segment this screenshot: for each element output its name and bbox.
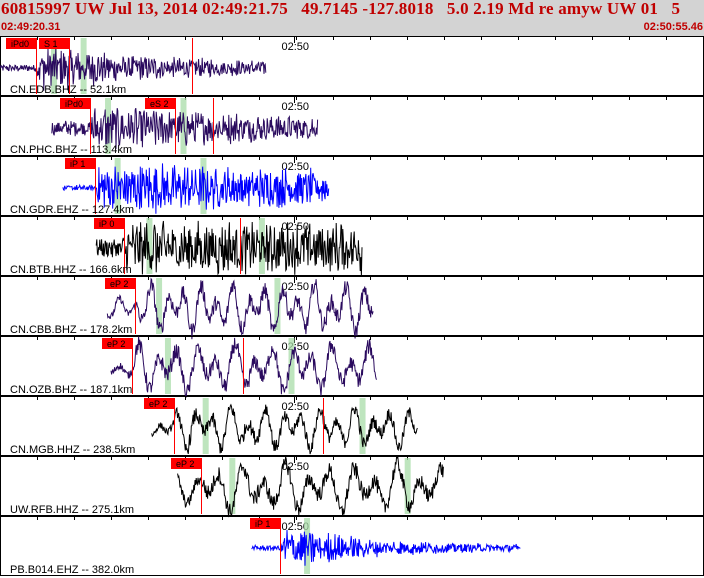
pick-flag[interactable]: [6, 38, 36, 49]
trace-panel: 02:50 iPd0 S 1 CN.EDB.BHZ -- 52.1km: [0, 36, 704, 96]
arrival-band: [146, 218, 153, 274]
trace-panel: 02:50 iP 1 CN.GDR.EHZ -- 127.4km: [0, 156, 704, 216]
waveform-trace: [51, 107, 319, 150]
pick-label: iPd0: [65, 99, 83, 109]
pick-flag[interactable]: [94, 218, 124, 229]
arrival-band: [80, 38, 87, 94]
waveform-trace: [106, 277, 374, 340]
arrival-band: [404, 458, 411, 514]
minute-label: 02:50: [282, 401, 310, 413]
waveform-trace: [251, 529, 521, 566]
pick-label: S 1: [44, 39, 58, 49]
pick-flag[interactable]: [39, 38, 69, 49]
station-label: CN.OZB.BHZ -- 187.1km: [10, 384, 132, 396]
arrival-band: [164, 338, 171, 394]
station-label: PB.B014.EHZ -- 382.0km: [10, 564, 134, 576]
station-label: CN.PHC.BHZ -- 113.4km: [10, 144, 132, 156]
trace-panel: 02:50 eP 2 CN.MGB.HHZ -- 238.5km: [0, 396, 704, 456]
pick-flag[interactable]: [171, 458, 201, 469]
station-label: UW.RFB.HHZ -- 275.1km: [10, 504, 134, 516]
arrival-band: [359, 398, 366, 454]
trace-panel: 02:50 iP 0 CN.BTB.HHZ -- 166.6km: [0, 216, 704, 276]
station-label: CN.CBB.BHZ -- 178.2km: [10, 324, 132, 336]
event-header: 60815997 UW Jul 13, 2014 02:49:21.75 49.…: [0, 0, 704, 36]
pick-label: iP 1: [255, 519, 270, 529]
trace-panel: 02:50 iP 1 PB.B014.EHZ -- 382.0km: [0, 516, 704, 576]
pick-label: eP 2: [176, 459, 194, 469]
arrival-band: [288, 338, 295, 394]
pick-flag[interactable]: [145, 98, 175, 109]
pick-label: iP 1: [70, 159, 85, 169]
waveform-trace: [62, 163, 330, 214]
minute-label: 02:50: [282, 521, 310, 533]
waveform-trace: [95, 220, 363, 276]
pick-flag[interactable]: [144, 398, 174, 409]
trace-panel: 02:50 eP 2 CN.CBB.BHZ -- 178.2km: [0, 276, 704, 340]
pick-label: iPd0: [11, 39, 29, 49]
minute-label: 02:50: [282, 101, 310, 113]
event-title: 60815997 UW Jul 13, 2014 02:49:21.75 49.…: [1, 0, 681, 18]
waveform-trace: [177, 455, 444, 518]
station-label: CN.BTB.HHZ -- 166.6km: [10, 264, 132, 276]
minute-label: 02:50: [282, 221, 310, 233]
station-label: CN.EDB.BHZ -- 52.1km: [10, 84, 126, 96]
end-time-label: 02:50:55.46: [643, 21, 703, 33]
arrival-band: [274, 278, 281, 334]
minute-label: 02:50: [282, 281, 310, 293]
pick-label: eP 2: [107, 339, 125, 349]
trace-panel: 02:50 iPd0 eS 2 CN.PHC.BHZ -- 113.4km: [0, 96, 704, 156]
pick-label: eP 2: [110, 279, 128, 289]
seismogram-plot: 02:50 iPd0 S 1 CN.EDB.BHZ -- 52.1km 02:50 iPd…: [0, 36, 704, 576]
pick-flag[interactable]: [102, 338, 132, 349]
pick-flag[interactable]: [60, 98, 90, 109]
pick-flag[interactable]: [65, 158, 95, 169]
pick-label: eS 2: [150, 99, 169, 109]
pick-label: eP 2: [149, 399, 167, 409]
pick-flag[interactable]: [105, 278, 135, 289]
pick-label: iP 0: [99, 219, 114, 229]
pick-flag[interactable]: [250, 518, 280, 529]
arrival-band: [229, 458, 236, 514]
minute-label: 02:50: [282, 161, 310, 173]
station-label: CN.GDR.EHZ -- 127.4km: [10, 204, 134, 216]
start-time-label: 02:49:20.31: [1, 21, 61, 33]
arrival-band: [156, 278, 163, 334]
arrival-band: [180, 98, 187, 154]
station-label: CN.MGB.HHZ -- 238.5km: [10, 444, 135, 456]
waveform-trace: [0, 48, 267, 91]
waveform-trace: [151, 403, 418, 455]
minute-label: 02:50: [282, 41, 310, 53]
